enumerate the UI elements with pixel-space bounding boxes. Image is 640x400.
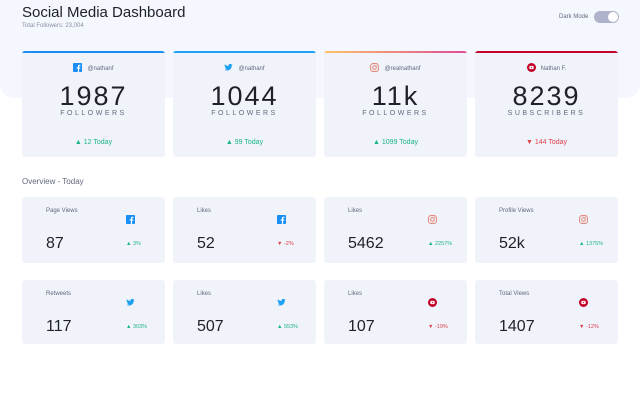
metric-change: ▲ 553% [277,324,299,330]
twitter-card[interactable]: @nathanf 1044 FOLLOWERS ▲ 99 Today [173,51,316,157]
metric-change: ▼ -19% [428,324,448,330]
handle-text: Nathan F. [540,65,567,72]
metric-label: Likes [197,208,212,214]
card-accent-bar [173,51,316,53]
overview-card-twitter[interactable]: Retweets 117 ▲ 303% [22,280,165,344]
handle-text: @nathanf [238,65,265,72]
facebook-icon [277,211,286,229]
metric-value: 87 [46,235,64,252]
twitter-icon [224,63,234,74]
follower-count: 1044 [210,81,279,111]
metric-change: ▲ 303% [126,324,148,330]
metric-label: Total Views [499,291,530,297]
overview-card-twitter[interactable]: Likes 507 ▲ 553% [173,280,316,344]
card-accent-bar [22,51,165,53]
twitter-icon [277,294,286,312]
metric-change: ▲ 1375% [579,241,604,247]
dark-mode-label: Dark Mode [559,14,589,20]
youtube-icon [428,294,437,312]
follower-unit: FOLLOWERS [60,110,127,117]
follower-count: 1987 [59,81,128,111]
metric-value: 5462 [348,235,384,252]
youtube-icon [579,294,588,312]
metric-label: Likes [348,291,363,297]
follower-unit: FOLLOWERS [362,110,429,117]
follower-unit: FOLLOWERS [211,110,278,117]
youtube-card[interactable]: Nathan F. 8239 SUBSCRIBERS ▼ 144 Today [475,51,618,157]
metric-change: ▼ -12% [579,324,599,330]
today-change: ▲ 1099 Today [373,139,418,146]
total-followers: Total Followers: 23,004 [22,23,84,29]
overview-card-instagram[interactable]: Likes 5462 ▲ 2257% [324,197,467,263]
overview-card-facebook[interactable]: Page Views 87 ▲ 3% [22,197,165,263]
metric-label: Likes [197,291,212,297]
instagram-icon [428,211,437,229]
twitter-icon [126,294,135,312]
metric-label: Likes [348,208,363,214]
facebook-icon [73,63,83,74]
toggle-knob [608,12,618,22]
facebook-card[interactable]: @nathanf 1987 FOLLOWERS ▲ 12 Today [22,51,165,157]
overview-card-facebook[interactable]: Likes 52 ▼ -2% [173,197,316,263]
overview-card-instagram[interactable]: Profile Views 52k ▲ 1375% [475,197,618,263]
card-handle: @realnathanf [324,63,467,74]
page-title: Social Media Dashboard [22,4,186,21]
metric-value: 52k [499,235,525,252]
overview-card-youtube[interactable]: Total Views 1407 ▼ -12% [475,280,618,344]
facebook-icon [126,211,135,229]
follower-count: 8239 [512,81,581,111]
instagram-icon [579,211,588,229]
metric-change: ▲ 3% [126,241,141,247]
dark-mode-toggle[interactable] [594,11,619,23]
follower-count: 11k [371,81,420,111]
today-change: ▼ 144 Today [525,139,568,146]
today-change: ▲ 12 Today [74,139,113,146]
instagram-card[interactable]: @realnathanf 11k FOLLOWERS ▲ 1099 Today [324,51,467,157]
metric-label: Retweets [46,291,72,297]
handle-text: @nathanf [87,65,114,72]
card-accent-bar [324,51,467,53]
metric-value: 1407 [499,318,535,335]
metric-value: 117 [46,318,72,335]
metric-label: Profile Views [499,208,534,214]
metric-change: ▼ -2% [277,241,294,247]
card-handle: @nathanf [173,63,316,74]
youtube-icon [526,63,536,74]
instagram-icon [370,63,380,74]
metric-label: Page Views [46,208,78,214]
card-handle: @nathanf [22,63,165,74]
metric-value: 507 [197,318,224,335]
card-accent-bar [475,51,618,53]
overview-card-youtube[interactable]: Likes 107 ▼ -19% [324,280,467,344]
today-change: ▲ 99 Today [225,139,264,146]
metric-value: 107 [348,318,375,335]
metric-change: ▲ 2257% [428,241,453,247]
card-handle: Nathan F. [475,63,618,74]
handle-text: @realnathanf [384,65,421,72]
overview-title: Overview - Today [22,177,84,186]
follower-unit: SUBSCRIBERS [507,110,586,117]
metric-value: 52 [197,235,215,252]
